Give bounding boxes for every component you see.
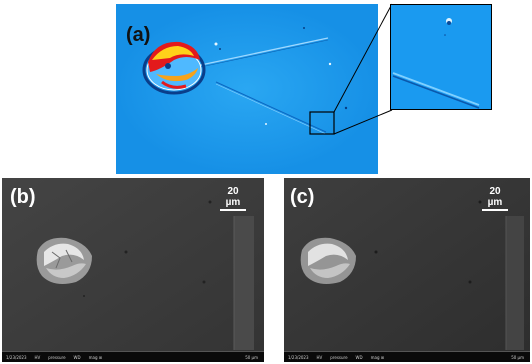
databar-c-pressure: pressure — [326, 355, 351, 360]
databar-b-pressure: pressure — [44, 355, 69, 360]
scale-bar-c-label: 20 µm — [482, 186, 508, 208]
scale-bar-c-line — [482, 209, 508, 211]
panel-c-label: (c) — [290, 186, 314, 209]
scale-bar-b-label: 20 µm — [220, 186, 246, 208]
databar-c-date: 1/23/2023 — [284, 355, 313, 360]
panel-b-label: (b) — [10, 186, 36, 209]
sem-databar-c: 1/23/2023 HV pressure WD mag ⊞ 50 µm — [284, 351, 530, 362]
panel-a-inset — [390, 4, 492, 110]
databar-c-wd: WD — [352, 355, 367, 360]
inset-image — [391, 5, 491, 109]
scale-bar-b: 20 µm — [220, 186, 246, 211]
scale-bar-c: 20 µm — [482, 186, 508, 211]
scale-bar-b-line — [220, 209, 246, 211]
panel-c: (c) 20 µm 1/23/2023 HV pressure WD mag ⊞… — [284, 178, 530, 362]
databar-c-scale: 50 µm — [507, 355, 530, 360]
sem-databar-b: 1/23/2023 HV pressure WD mag ⊞ 50 µm — [2, 351, 264, 362]
panel-b: (b) 20 µm 1/23/2023 HV pressure WD mag ⊞… — [2, 178, 264, 362]
databar-c-mag: mag ⊞ — [367, 355, 389, 360]
databar-b-wd: WD — [70, 355, 85, 360]
databar-b-scale: 50 µm — [241, 355, 264, 360]
databar-b-date: 1/23/2023 — [2, 355, 31, 360]
databar-c-hv: HV — [313, 355, 327, 360]
databar-b-hv: HV — [31, 355, 45, 360]
databar-b-mag: mag ⊞ — [85, 355, 107, 360]
